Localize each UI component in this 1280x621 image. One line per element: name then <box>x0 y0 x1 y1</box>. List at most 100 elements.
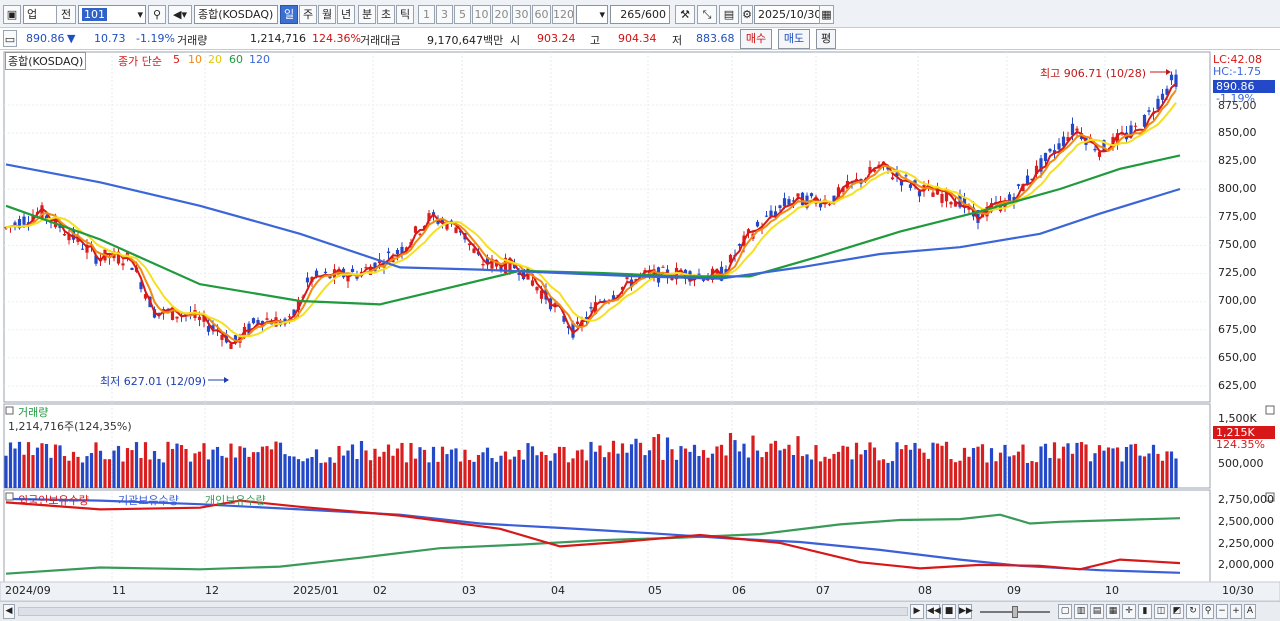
candle-body <box>791 200 796 202</box>
magnify-icon[interactable]: ⚲ <box>1202 604 1214 619</box>
search-icon[interactable]: ⚲ <box>148 5 166 24</box>
count-field[interactable]: 265/600 <box>610 5 670 24</box>
volume-bar <box>427 462 431 488</box>
volume-bar <box>539 451 544 488</box>
zoom-out-icon[interactable]: − <box>1216 604 1228 619</box>
candle-body <box>121 263 125 266</box>
gear-icon[interactable]: ⚙ <box>741 5 753 24</box>
toggle-icon[interactable]: ▭ <box>3 30 17 47</box>
candle-body <box>935 187 940 195</box>
indicator-icon[interactable]: ⚒ <box>675 5 695 24</box>
interval-30[interactable]: 30 <box>512 5 531 24</box>
individual-holding-line <box>5 513 1181 575</box>
volume-bar <box>224 457 229 488</box>
volume-bar <box>413 458 418 488</box>
interval-3[interactable]: 3 <box>436 5 453 24</box>
legend-index-name[interactable]: 종합(KOSDAQ) <box>5 52 87 70</box>
candle-body <box>256 320 260 324</box>
legend-foreign[interactable]: 외국인보유수량 <box>18 494 89 507</box>
volume-bar <box>535 455 539 488</box>
interval-120[interactable]: 120 <box>552 5 574 24</box>
interval-20[interactable]: 20 <box>492 5 511 24</box>
volume-bar <box>1003 444 1007 488</box>
compare-icon[interactable]: ◩ <box>1170 604 1184 619</box>
window-icon[interactable]: ▣ <box>3 5 21 24</box>
period-week[interactable]: 주 <box>299 5 317 24</box>
interval-custom-select[interactable]: ▾ <box>576 5 608 24</box>
volume-bar <box>125 448 130 488</box>
candle-body <box>67 234 71 241</box>
volume-bar <box>868 442 872 488</box>
volume-title[interactable]: 거래량 <box>18 406 49 419</box>
refresh-icon[interactable]: ↻ <box>1186 604 1200 619</box>
legend-ma60[interactable]: 60 <box>229 53 243 66</box>
period-second[interactable]: 초 <box>377 5 395 24</box>
volume-bar <box>728 432 733 488</box>
eval-button[interactable]: 평 <box>816 29 836 49</box>
scroll-left-icon[interactable]: ◀ <box>3 604 15 619</box>
layout-icon-1[interactable]: ▢ <box>1058 604 1072 619</box>
volume-bar <box>908 449 913 488</box>
candle-body <box>494 262 499 267</box>
period-tick[interactable]: 틱 <box>396 5 414 24</box>
layout-icon-3[interactable]: ▤ <box>1090 604 1104 619</box>
volume-bar <box>953 462 958 488</box>
volume-bar <box>274 441 278 488</box>
zoom-slider-thumb[interactable] <box>1012 606 1018 618</box>
candle-body <box>229 343 233 349</box>
volume-bar <box>8 442 13 488</box>
period-month[interactable]: 월 <box>318 5 336 24</box>
date-field[interactable]: 2025/10/30 <box>754 5 834 24</box>
layout-icon-4[interactable]: ▦ <box>1106 604 1120 619</box>
period-year[interactable]: 년 <box>337 5 355 24</box>
interval-1[interactable]: 1 <box>418 5 435 24</box>
zoom-in-icon[interactable]: + <box>1230 604 1242 619</box>
draw-icon[interactable]: ⤡ <box>697 5 717 24</box>
scroll-track[interactable] <box>18 607 908 616</box>
interval-10[interactable]: 10 <box>472 5 491 24</box>
legend-ma10[interactable]: 10 <box>188 53 202 66</box>
volume-bar <box>922 452 926 488</box>
chart-type-icon[interactable]: ▮ <box>1138 604 1152 619</box>
ytick-800: 800,00 <box>1218 182 1257 195</box>
scroll-right-icon[interactable]: ▶ <box>910 604 924 619</box>
volume-bar <box>341 455 346 488</box>
volume-bar <box>935 443 940 488</box>
stop-icon[interactable]: ■ <box>942 604 956 619</box>
candle-body <box>886 165 890 170</box>
calendar-icon[interactable]: ▦ <box>819 5 834 24</box>
save-icon[interactable]: ▤ <box>719 5 739 24</box>
layout-icon-2[interactable]: ▥ <box>1074 604 1088 619</box>
buy-button[interactable]: 매수 <box>740 29 772 49</box>
rewind-icon[interactable]: ◀◀ <box>926 604 941 619</box>
forward-icon[interactable]: ▶▶ <box>958 604 973 619</box>
legend-ma120[interactable]: 120 <box>249 53 270 66</box>
volume-bar <box>503 451 508 488</box>
legend-ma5[interactable]: 5 <box>173 53 180 66</box>
candle-body <box>1129 125 1133 136</box>
prev-button[interactable]: 전 <box>56 5 76 24</box>
overlay-icon[interactable]: ◫ <box>1154 604 1168 619</box>
crosshair-icon[interactable]: ✛ <box>1122 604 1136 619</box>
interval-60[interactable]: 60 <box>532 5 551 24</box>
candle-body <box>521 268 526 280</box>
legend-individual[interactable]: 개인보유수량 <box>205 494 266 507</box>
chart-area[interactable]: 종합(KOSDAQ) 종가 단순 5 10 20 60 120 LC:42.08… <box>0 50 1280 601</box>
candle-body <box>832 195 836 204</box>
volume-bar <box>634 438 638 488</box>
period-minute[interactable]: 분 <box>358 5 376 24</box>
volume-bar <box>845 446 850 488</box>
sell-button[interactable]: 매도 <box>778 29 810 49</box>
speaker-icon[interactable]: ◀▾ <box>168 5 192 24</box>
chart-canvas[interactable] <box>0 50 1280 601</box>
period-day[interactable]: 일 <box>280 5 298 24</box>
candle-body <box>454 227 458 233</box>
bottom-scrollbar[interactable]: ◀ ▶ ◀◀ ■ ▶▶ ▢ ▥ ▤ ▦ ✛ ▮ ◫ ◩ ↻ ⚲ − + A <box>0 601 1280 621</box>
font-size-icon[interactable]: A <box>1244 604 1256 619</box>
legend-institution[interactable]: 기관보유수량 <box>118 494 179 507</box>
volume-bar <box>625 452 629 488</box>
code-input[interactable]: 101 ▾ <box>78 5 146 24</box>
volume-bar <box>683 448 688 488</box>
legend-ma20[interactable]: 20 <box>208 53 222 66</box>
interval-5[interactable]: 5 <box>454 5 471 24</box>
